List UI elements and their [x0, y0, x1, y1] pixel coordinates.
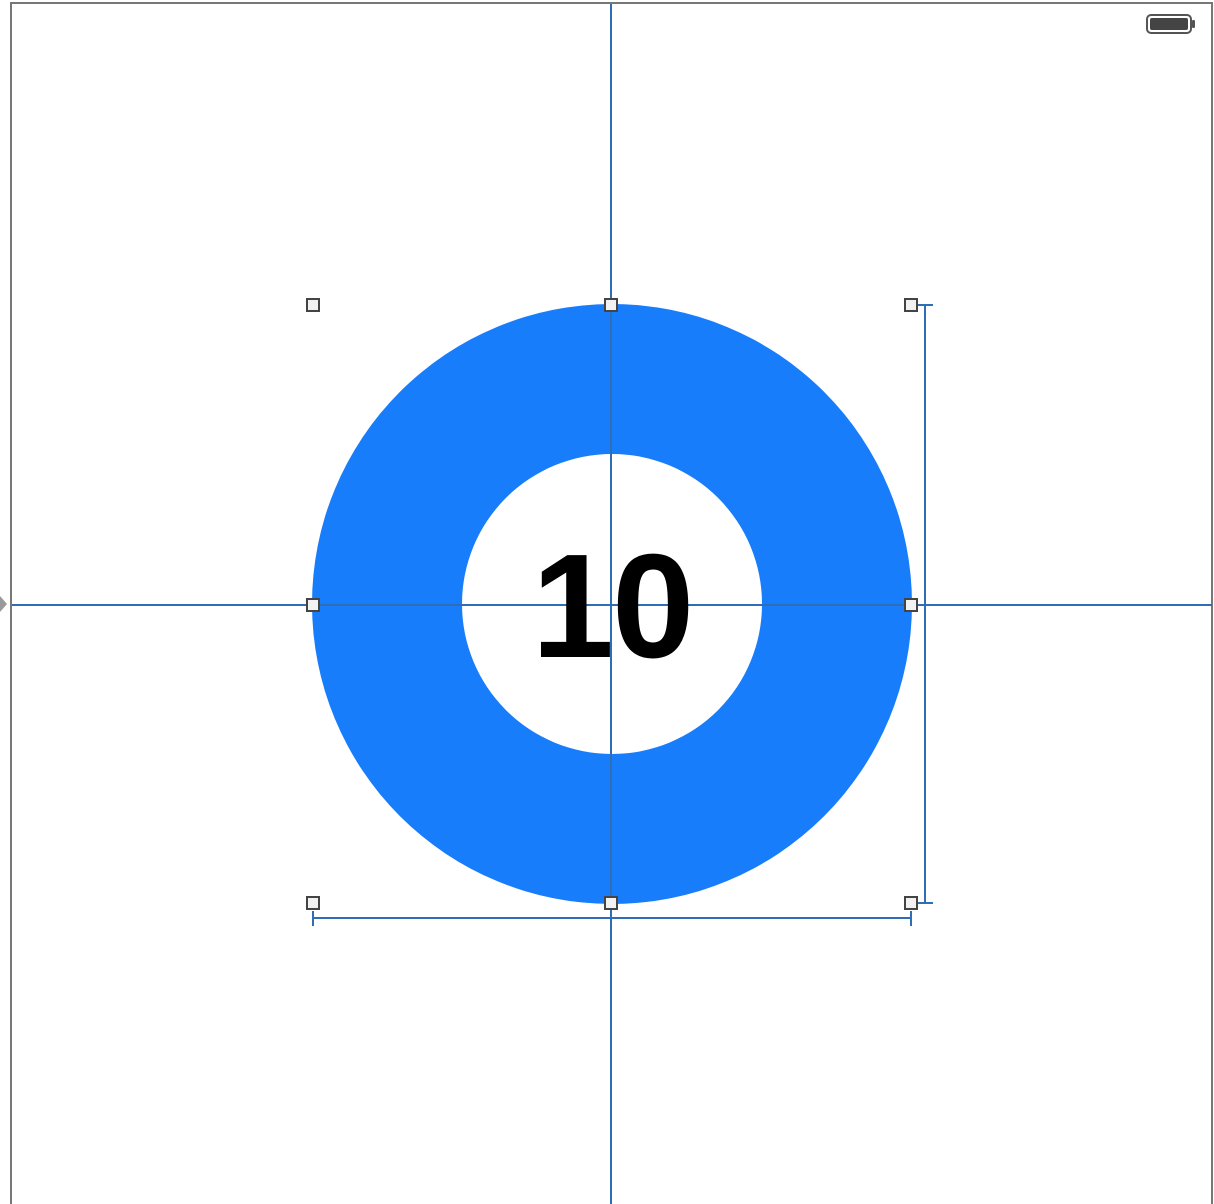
resize-handle-middle-left[interactable]: [306, 598, 320, 612]
battery-full-icon: [1146, 14, 1195, 34]
counter-label[interactable]: 10: [531, 524, 695, 689]
resize-handle-bottom-center[interactable]: [604, 896, 618, 910]
resize-handle-middle-right[interactable]: [904, 598, 918, 612]
width-constraint[interactable]: [312, 911, 912, 926]
device-frame: [10, 2, 1213, 1204]
entry-point-arrow-icon[interactable]: [0, 596, 7, 612]
resize-handle-bottom-right[interactable]: [904, 896, 918, 910]
resize-handle-top-left[interactable]: [306, 298, 320, 312]
alignment-guides: [12, 4, 1212, 1204]
resize-handle-top-center[interactable]: [604, 298, 618, 312]
height-constraint[interactable]: [918, 304, 933, 904]
resize-handle-top-right[interactable]: [904, 298, 918, 312]
selection-handles: [306, 298, 918, 910]
resize-handle-bottom-left[interactable]: [306, 896, 320, 910]
